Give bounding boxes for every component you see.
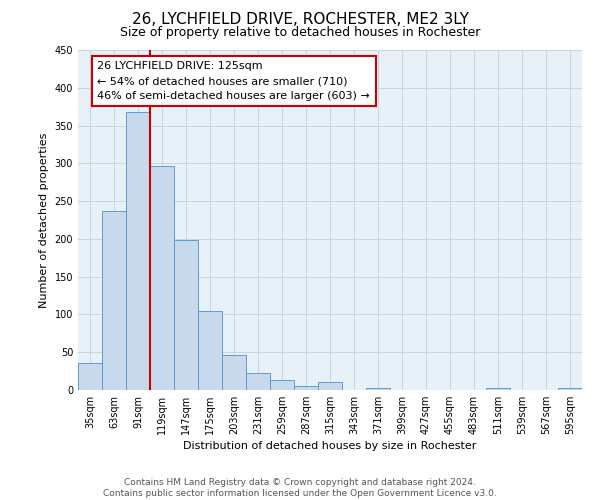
Text: Size of property relative to detached houses in Rochester: Size of property relative to detached ho… — [120, 26, 480, 39]
Bar — [126, 112, 150, 390]
Bar — [294, 386, 318, 390]
Text: 26 LYCHFIELD DRIVE: 125sqm
← 54% of detached houses are smaller (710)
46% of sem: 26 LYCHFIELD DRIVE: 125sqm ← 54% of deta… — [97, 62, 370, 101]
Bar — [558, 388, 582, 390]
Text: 26, LYCHFIELD DRIVE, ROCHESTER, ME2 3LY: 26, LYCHFIELD DRIVE, ROCHESTER, ME2 3LY — [131, 12, 469, 28]
Text: Contains HM Land Registry data © Crown copyright and database right 2024.
Contai: Contains HM Land Registry data © Crown c… — [103, 478, 497, 498]
X-axis label: Distribution of detached houses by size in Rochester: Distribution of detached houses by size … — [184, 441, 476, 451]
Bar — [174, 240, 198, 390]
Bar — [246, 374, 270, 390]
Y-axis label: Number of detached properties: Number of detached properties — [39, 132, 49, 308]
Bar — [198, 310, 222, 390]
Bar — [486, 388, 510, 390]
Bar — [318, 382, 342, 390]
Bar — [222, 355, 246, 390]
Bar — [78, 363, 102, 390]
Bar — [270, 380, 294, 390]
Bar — [102, 211, 126, 390]
Bar — [366, 388, 390, 390]
Bar — [150, 166, 174, 390]
